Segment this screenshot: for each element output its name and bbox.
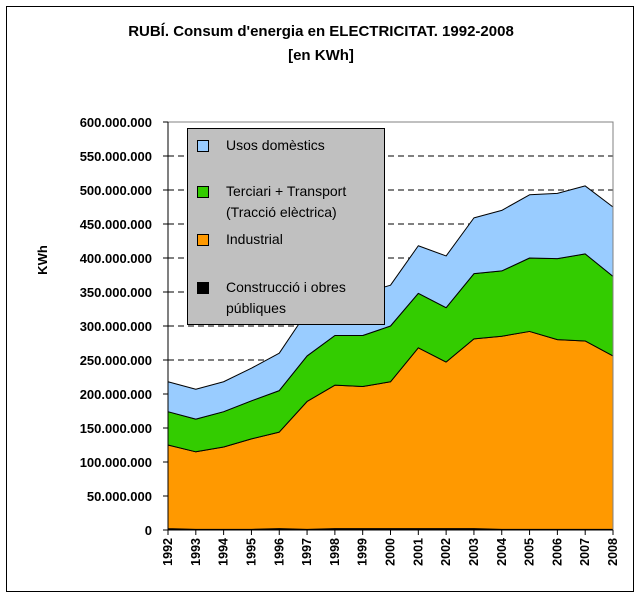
x-tick-label: 2003	[467, 538, 481, 566]
legend-label-terciari: Terciari + Transport	[226, 183, 347, 199]
y-tick-label: 450.000.000	[80, 217, 152, 232]
x-tick-label: 1996	[272, 538, 286, 566]
legend: Usos domèstics Terciari + Transport (Tra…	[187, 128, 385, 325]
x-tick-label: 2002	[439, 538, 453, 566]
legend-label-construccio: Construcció i obres	[226, 279, 346, 295]
y-tick-label: 550.000.000	[80, 149, 152, 164]
x-tick-label: 2004	[495, 538, 509, 566]
legend-label-terciari-line2: (Tracció elèctrica)	[226, 204, 337, 220]
y-tick-label: 150.000.000	[80, 421, 152, 436]
chart-title: RUBÍ. Consum d'energia en ELECTRICITAT. …	[0, 20, 642, 68]
x-tick-label: 2007	[578, 538, 592, 566]
x-tick-label: 1993	[189, 538, 203, 566]
y-tick-label: 200.000.000	[80, 387, 152, 402]
legend-swatch-terciari	[197, 186, 209, 198]
y-tick-label: 0	[145, 523, 152, 538]
y-tick-label: 500.000.000	[80, 183, 152, 198]
legend-swatch-industrial	[197, 234, 209, 246]
x-tick-label: 1997	[300, 538, 314, 566]
y-axis-title: KWh	[35, 245, 50, 275]
y-tick-label: 400.000.000	[80, 251, 152, 266]
chart-title-line1: RUBÍ. Consum d'energia en ELECTRICITAT. …	[128, 23, 514, 40]
chart-title-line2: [en KWh]	[288, 47, 354, 64]
x-tick-label: 2008	[606, 538, 620, 566]
x-tick-label: 1995	[244, 538, 258, 566]
x-tick-label: 1999	[356, 538, 370, 566]
x-tick-label: 1998	[328, 538, 342, 566]
y-tick-label: 350.000.000	[80, 285, 152, 300]
y-tick-label: 600.000.000	[80, 115, 152, 130]
x-tick-label: 2006	[550, 538, 564, 566]
x-tick-label: 2000	[384, 538, 398, 566]
legend-label-industrial: Industrial	[226, 231, 283, 247]
legend-swatch-construccio	[197, 282, 209, 294]
y-tick-label: 250.000.000	[80, 353, 152, 368]
y-tick-label: 50.000.000	[87, 489, 152, 504]
x-tick-label: 1994	[217, 538, 231, 566]
x-tick-label: 2001	[411, 538, 425, 566]
legend-label-usos-domestics: Usos domèstics	[226, 137, 325, 153]
legend-swatch-usos-domestics	[197, 140, 209, 152]
x-tick-label: 1992	[161, 538, 175, 566]
y-tick-label: 300.000.000	[80, 319, 152, 334]
legend-label-construccio-line2: públiques	[226, 300, 286, 316]
x-tick-label: 2005	[523, 538, 537, 566]
y-tick-label: 100.000.000	[80, 455, 152, 470]
